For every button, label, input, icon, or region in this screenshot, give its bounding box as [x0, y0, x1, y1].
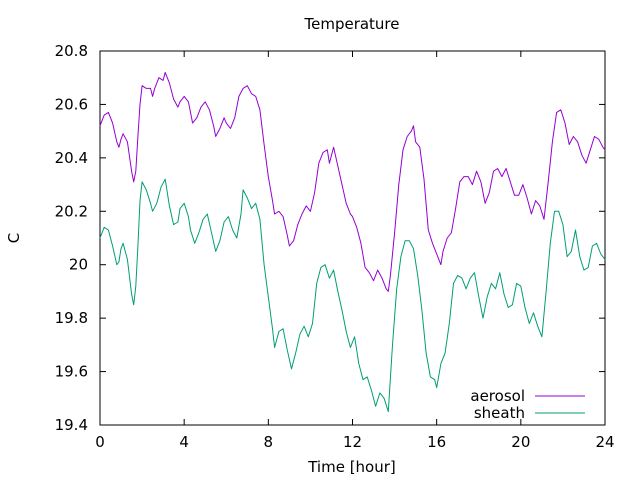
- y-tick-labels: 19.4 19.6 19.8 20 20.2 20.4 20.6 20.8: [55, 42, 88, 434]
- y-tick-label: 20: [69, 256, 88, 274]
- y-tick-label: 20.6: [55, 95, 88, 113]
- chart-title: Temperature: [303, 15, 399, 33]
- x-tick-label: 4: [179, 433, 189, 451]
- x-tick-labels: 0 4 8 12 16 20 24: [95, 433, 614, 451]
- y-tick-label: 20.4: [55, 149, 88, 167]
- axis-ticks: [99, 50, 606, 426]
- data-series: [99, 71, 606, 413]
- y-axis-label: C: [5, 233, 23, 243]
- y-tick-label: 19.8: [55, 309, 88, 327]
- y-tick-label: 20.8: [55, 42, 88, 60]
- x-tick-label: 24: [595, 433, 614, 451]
- y-tick-label: 19.4: [55, 416, 88, 434]
- legend-label-aerosol: aerosol: [470, 387, 525, 405]
- series-line-sheath: [99, 178, 606, 413]
- x-tick-label: 0: [95, 433, 105, 451]
- legend-label-sheath: sheath: [474, 404, 525, 422]
- series-line-aerosol: [99, 71, 606, 292]
- x-tick-label: 20: [511, 433, 530, 451]
- x-tick-label: 8: [264, 433, 274, 451]
- plot-frame: [99, 50, 606, 426]
- x-tick-label: 12: [343, 433, 362, 451]
- y-tick-label: 19.6: [55, 363, 88, 381]
- y-tick-label: 20.2: [55, 202, 88, 220]
- x-axis-label: Time [hour]: [307, 458, 396, 476]
- x-tick-label: 16: [427, 433, 446, 451]
